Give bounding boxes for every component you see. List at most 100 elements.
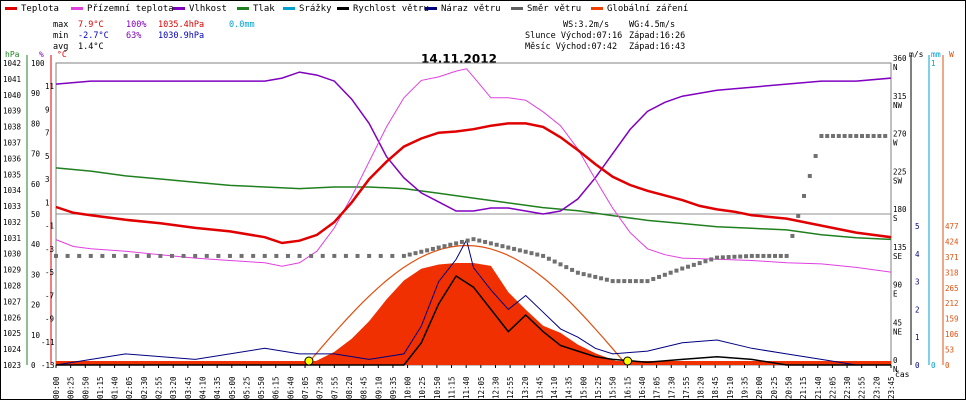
direction-point — [854, 133, 859, 138]
direction-point — [193, 253, 198, 258]
humidity-tick-label: 90 — [31, 89, 41, 98]
legend-label: Přízemní teplota — [87, 4, 174, 14]
direction-point — [523, 249, 528, 254]
direction-point — [848, 133, 853, 138]
x-tick-label: 16:40 — [638, 376, 647, 399]
direction-point — [639, 279, 644, 284]
direction-point — [251, 253, 256, 258]
temperature-tick-label: 3 — [45, 175, 50, 184]
humidity-tick-label: 80 — [31, 119, 41, 128]
direction-point — [77, 253, 82, 258]
direction-point — [802, 193, 807, 198]
stat-max-hum: 100% — [126, 20, 147, 30]
direction-point — [425, 248, 430, 253]
direction-point — [448, 242, 453, 247]
gust-series — [55, 238, 891, 366]
direction-point — [773, 253, 778, 258]
temperature-tick-label: 5 — [45, 152, 50, 161]
temperature-tick-label: 9 — [45, 105, 50, 114]
x-tick-label: 20:50 — [784, 376, 793, 399]
temperature-tick-label: 1 — [45, 198, 50, 207]
solar-tick-label: 0 — [945, 361, 950, 370]
pressure-tick-label: 1026 — [3, 313, 22, 322]
humidity-tick-label: 50 — [31, 210, 41, 219]
legend-swatch — [237, 7, 249, 10]
temperature-tick-label: -1 — [45, 222, 54, 231]
pressure-tick-label: 1030 — [3, 250, 22, 259]
pressure-tick-label: 1031 — [3, 234, 21, 243]
x-tick-label: 19:10 — [726, 376, 735, 399]
x-tick-label: 17:55 — [682, 376, 691, 399]
direction-point — [796, 213, 801, 218]
direction-point — [593, 274, 598, 279]
direction-tick-label: N — [893, 63, 898, 72]
x-tick-label: 12:30 — [491, 376, 500, 399]
direction-point — [819, 133, 824, 138]
x-tick-label: 10:00 — [404, 376, 413, 399]
direction-point — [715, 255, 720, 260]
direction-point — [442, 244, 447, 249]
temperature-series — [55, 122, 892, 245]
direction-tick-label: W — [893, 139, 898, 148]
x-tick-label: 15:50 — [609, 376, 618, 399]
pressure-tick-label: 1027 — [3, 297, 21, 306]
x-tick-label: 13:20 — [521, 376, 530, 399]
legend-label: Teplota — [21, 4, 59, 14]
x-tick-label: 12:05 — [477, 376, 486, 399]
direction-tick-label: 0 — [893, 356, 898, 365]
direction-point — [494, 242, 499, 247]
x-tick-label: 22:55 — [858, 376, 867, 399]
direction-point — [860, 133, 865, 138]
direction-point — [616, 279, 621, 284]
direction-tick-label: NE — [893, 327, 903, 336]
x-tick-label: 03:45 — [184, 376, 193, 399]
direction-point — [587, 273, 592, 278]
direction-point — [633, 279, 638, 284]
solar-axis-label: W — [949, 50, 954, 59]
sunset-marker — [623, 356, 633, 366]
legend-swatch — [425, 7, 437, 10]
direction-point — [100, 253, 105, 258]
x-tick-label: 00:25 — [67, 376, 76, 399]
legend-label: Náraz větru — [441, 4, 501, 14]
direction-point — [691, 262, 696, 267]
legend-swatch — [283, 7, 295, 10]
pressure-tick-label: 1024 — [3, 345, 22, 354]
x-tick-label: 18:20 — [697, 376, 706, 399]
pressure-tick-label: 1040 — [3, 91, 22, 100]
x-tick-label: 13:45 — [535, 376, 544, 399]
humidity-tick-label: 70 — [31, 150, 41, 159]
direction-point — [778, 253, 783, 258]
direction-point — [512, 246, 517, 251]
humidity-series — [55, 71, 892, 215]
direction-point — [401, 253, 406, 258]
direction-point — [581, 272, 586, 277]
x-tick-label: 22:05 — [828, 376, 837, 399]
legend-item-0: Teplota — [5, 4, 59, 14]
solar-tick-label: 318 — [945, 268, 959, 277]
direction-point — [738, 254, 743, 259]
x-tick-label: 07:30 — [316, 376, 325, 399]
direction-point — [506, 245, 511, 250]
direction-point — [720, 255, 725, 260]
direction-point — [697, 261, 702, 266]
direction-point — [657, 274, 662, 279]
direction-point — [732, 254, 737, 259]
stat-min-label: min — [53, 31, 69, 41]
direction-point — [430, 246, 435, 251]
temperature-tick-label: -3 — [45, 245, 54, 254]
direction-tick-label: E — [893, 290, 898, 299]
stat-min-hum: 63% — [126, 31, 142, 41]
x-tick-label: 19:35 — [741, 376, 750, 399]
direction-point — [686, 264, 691, 269]
direction-point — [343, 253, 348, 258]
solar-tick-label: 424 — [945, 237, 959, 246]
direction-point — [645, 279, 650, 284]
solar-theory-curve — [306, 244, 628, 366]
temperature-tick-label: -5 — [45, 268, 54, 277]
direction-point — [436, 245, 441, 250]
direction-tick-label: SW — [893, 176, 903, 185]
direction-point — [599, 276, 604, 281]
direction-point — [807, 173, 812, 178]
rain-tick-label: 1 — [931, 59, 936, 68]
